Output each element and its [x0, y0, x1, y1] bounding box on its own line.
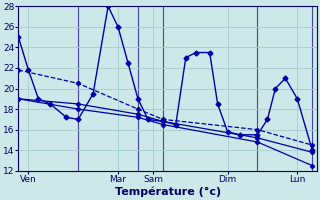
X-axis label: Température (°c): Température (°c) — [115, 187, 221, 197]
